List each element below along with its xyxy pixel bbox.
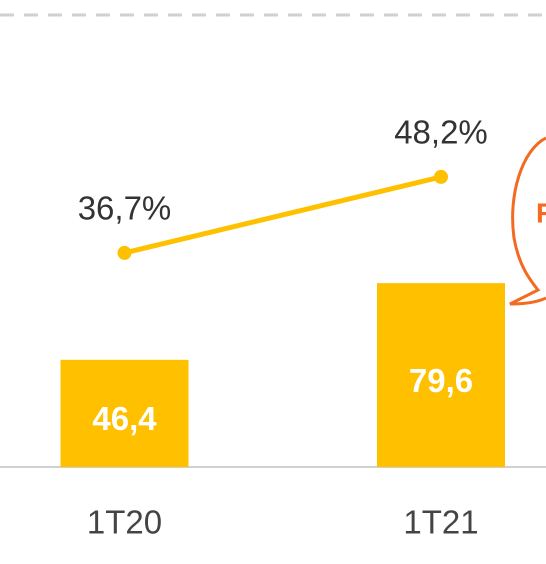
bar xyxy=(60,359,189,467)
x-tick-label: 1T21 xyxy=(403,504,478,541)
line-value-label: 48,2% xyxy=(394,114,488,151)
bar xyxy=(377,283,505,467)
x-tick-label: 1T20 xyxy=(87,504,162,541)
line-value-label: 36,7% xyxy=(78,190,172,227)
speech-bubble xyxy=(509,136,546,306)
bar-value-label: 46,4 xyxy=(92,400,157,437)
line-point xyxy=(117,245,132,260)
line xyxy=(123,174,442,256)
bar-value-label: 79,6 xyxy=(409,362,473,399)
line-point xyxy=(434,169,448,184)
annotation: R xyxy=(536,197,546,228)
